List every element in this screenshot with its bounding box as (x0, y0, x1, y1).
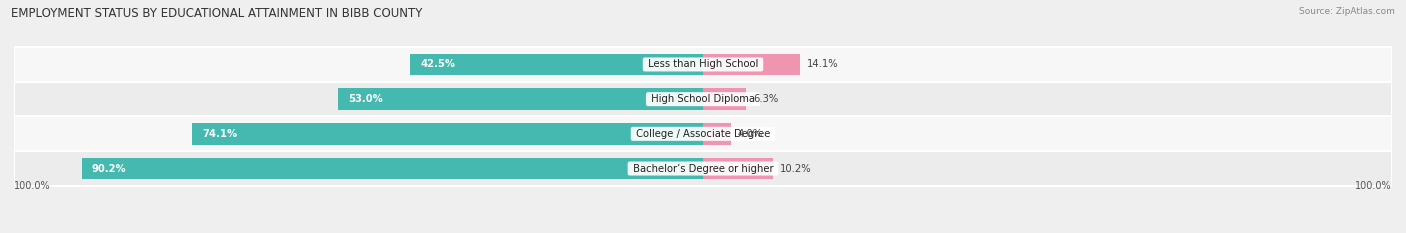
Text: 100.0%: 100.0% (1355, 181, 1392, 191)
Text: 53.0%: 53.0% (349, 94, 382, 104)
Text: 10.2%: 10.2% (780, 164, 811, 174)
Bar (14, 116, 1392, 151)
Text: EMPLOYMENT STATUS BY EDUCATIONAL ATTAINMENT IN BIBB COUNTY: EMPLOYMENT STATUS BY EDUCATIONAL ATTAINM… (11, 7, 423, 20)
Text: Less than High School: Less than High School (645, 59, 761, 69)
Bar (337, 88, 703, 110)
Bar (703, 54, 800, 75)
Bar (82, 158, 703, 179)
Text: Bachelor’s Degree or higher: Bachelor’s Degree or higher (630, 164, 776, 174)
Bar (411, 54, 703, 75)
Text: 42.5%: 42.5% (420, 59, 456, 69)
Text: High School Diploma: High School Diploma (648, 94, 758, 104)
Text: College / Associate Degree: College / Associate Degree (633, 129, 773, 139)
Bar (703, 158, 773, 179)
Text: 74.1%: 74.1% (202, 129, 238, 139)
Bar (703, 123, 731, 145)
Text: 6.3%: 6.3% (754, 94, 779, 104)
Text: 100.0%: 100.0% (14, 181, 51, 191)
Text: 90.2%: 90.2% (91, 164, 127, 174)
Text: 4.0%: 4.0% (738, 129, 762, 139)
Bar (14, 151, 1392, 186)
Text: Source: ZipAtlas.com: Source: ZipAtlas.com (1299, 7, 1395, 16)
Bar (14, 47, 1392, 82)
Bar (14, 82, 1392, 116)
Bar (193, 123, 703, 145)
Text: 14.1%: 14.1% (807, 59, 838, 69)
Bar (703, 88, 747, 110)
